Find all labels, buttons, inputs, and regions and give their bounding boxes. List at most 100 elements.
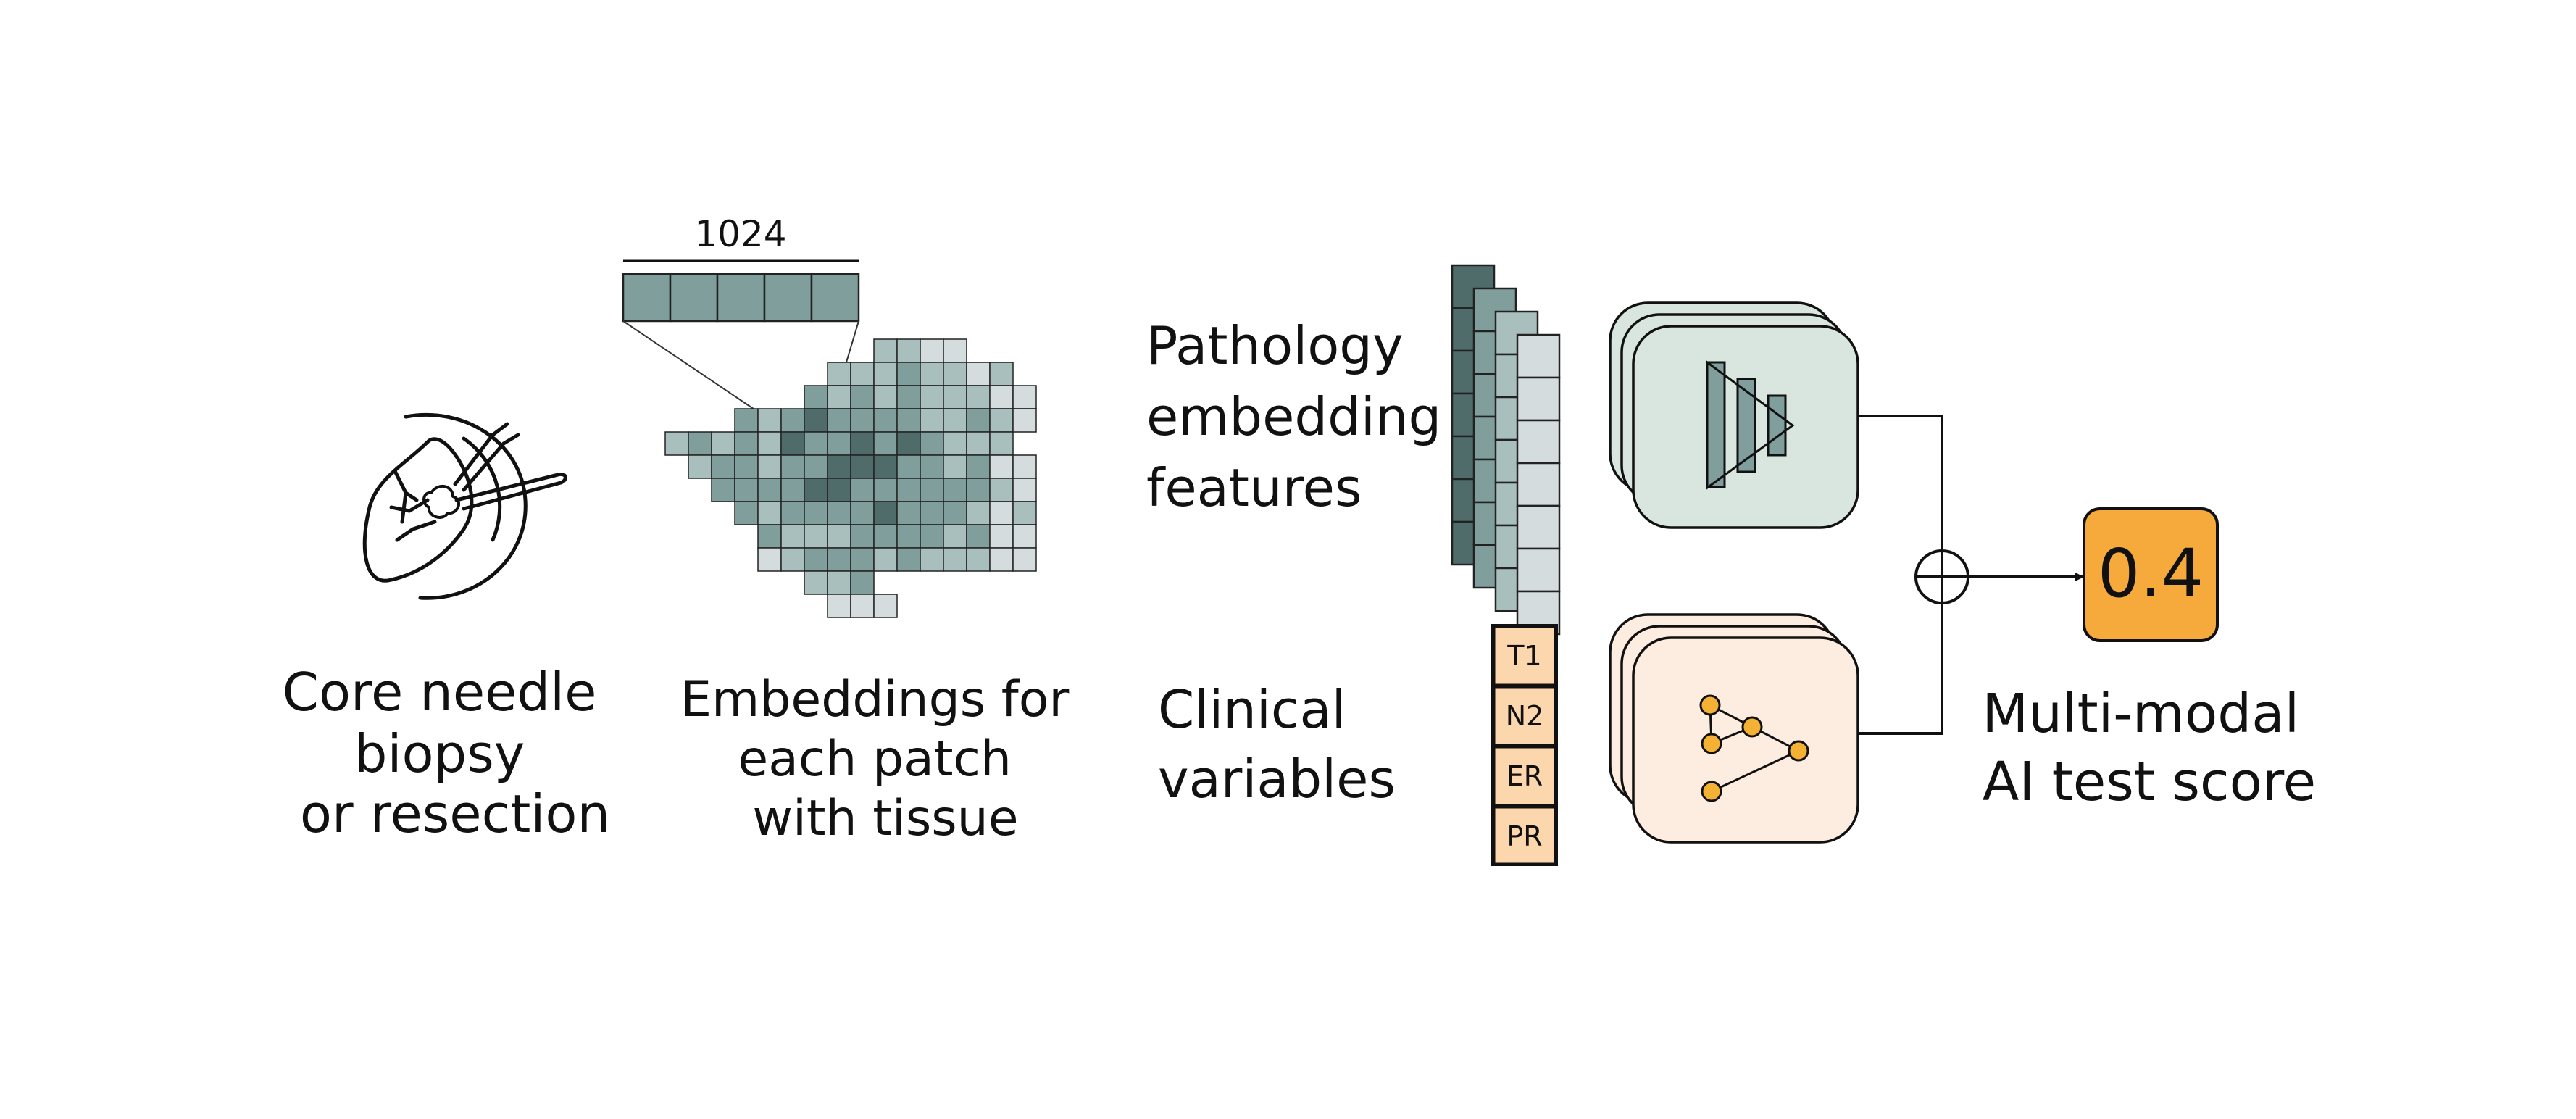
patch-cell <box>920 478 944 502</box>
patch-cell <box>780 431 805 456</box>
pathology-connector <box>1858 415 1943 552</box>
vector-cell <box>763 273 813 323</box>
patch-cell <box>989 408 1014 433</box>
patch-cell <box>757 524 782 549</box>
patch-cell <box>780 501 805 525</box>
patch-cell <box>757 431 782 456</box>
clinical-label-line-2: variables <box>1158 749 1396 810</box>
patch-cell <box>966 524 991 549</box>
patch-cell <box>989 454 1014 479</box>
patch-cell <box>827 362 851 386</box>
biopsy-icon <box>362 412 567 600</box>
patch-cell <box>734 408 759 433</box>
patch-cell <box>1012 547 1037 572</box>
patch-mosaic <box>664 338 1037 618</box>
patch-cell <box>827 454 851 479</box>
patch-cell <box>850 570 875 595</box>
svg-text:T1: T1 <box>1506 640 1541 672</box>
embedding-feature-cell <box>1516 419 1561 465</box>
patch-cell <box>873 524 898 549</box>
patch-cell <box>850 454 875 479</box>
fusion-connectors <box>1858 415 2084 735</box>
patch-cell <box>734 478 759 502</box>
patch-cell <box>920 362 944 386</box>
patch-cell <box>896 338 921 363</box>
patch-cell <box>943 385 967 409</box>
patch-cell <box>966 501 991 525</box>
patch-cell <box>804 408 828 433</box>
patch-cell <box>920 524 944 549</box>
patch-cell <box>943 362 967 386</box>
patch-cell <box>966 408 991 433</box>
patch-cell <box>1012 478 1037 502</box>
vector-cells <box>622 273 860 323</box>
patch-cell <box>989 362 1014 386</box>
patch-cell <box>873 338 898 363</box>
patch-cell <box>780 547 805 572</box>
patch-cell <box>827 408 851 433</box>
patch-cell <box>896 524 921 549</box>
patch-cell <box>850 524 875 549</box>
output-label-line-2: AI test score <box>1983 751 2316 813</box>
patch-cell <box>1012 501 1037 525</box>
patch-cell <box>896 478 921 502</box>
pathology-embedding-stack <box>1451 264 1561 636</box>
patch-cell <box>920 385 944 409</box>
patch-cell <box>943 408 967 433</box>
patch-cell <box>966 478 991 502</box>
patch-cell <box>850 478 875 502</box>
patch-cell <box>757 478 782 502</box>
vector-cell <box>810 273 860 323</box>
pathology-label-line-2: embedding <box>1146 386 1441 447</box>
patch-cell <box>1012 408 1037 433</box>
patch-cell <box>920 547 944 572</box>
patch-cell <box>896 385 921 409</box>
patch-cell <box>711 431 735 456</box>
patch-cell <box>688 431 712 456</box>
patch-cell <box>943 547 967 572</box>
patch-cell <box>989 431 1014 456</box>
patch-cell <box>943 454 967 479</box>
clinical-label-line-1: Clinical <box>1158 679 1346 740</box>
patch-cell <box>943 524 967 549</box>
patch-cell <box>873 431 898 456</box>
patch-cell <box>920 338 944 363</box>
patch-cell <box>896 454 921 479</box>
patch-cell <box>804 431 828 456</box>
patch-cell <box>850 547 875 572</box>
embeddings-label-line-2: each patch <box>738 731 1012 788</box>
patch-cell <box>734 431 759 456</box>
patch-cell <box>966 362 991 386</box>
patch-cell <box>850 594 875 618</box>
patch-cell <box>989 501 1014 525</box>
pathology-label-line-3: features <box>1146 457 1362 518</box>
patch-cell <box>966 454 991 479</box>
embedding-feature-cell <box>1516 333 1561 379</box>
patch-cell <box>989 385 1014 409</box>
patch-cell <box>850 362 875 386</box>
embedding-feature-cell <box>1516 547 1561 593</box>
patch-cell <box>711 478 735 502</box>
patch-cell <box>873 408 898 433</box>
embeddings-label-line-1: Embeddings for <box>680 671 1069 728</box>
patch-cell <box>1012 454 1037 479</box>
patch-cell <box>873 454 898 479</box>
svg-text:PR: PR <box>1506 820 1542 852</box>
patch-cell <box>896 501 921 525</box>
patch-cell <box>664 431 689 456</box>
patch-cell <box>804 524 828 549</box>
patch-cell <box>827 524 851 549</box>
patch-cell <box>920 454 944 479</box>
patch-cell <box>896 547 921 572</box>
output-label-line-1: Multi-modal <box>1982 683 2299 745</box>
patch-cell <box>804 454 828 479</box>
patch-cell <box>989 547 1014 572</box>
patch-cell <box>827 594 851 618</box>
embedding-feature-cell <box>1516 504 1561 550</box>
patch-cell <box>850 431 875 456</box>
patch-cell <box>989 478 1014 502</box>
clinical-variables-column: T1 N2 ER PR <box>1491 624 1558 866</box>
clinical-variable-n2: N2 <box>1493 686 1556 746</box>
svg-text:ER: ER <box>1506 760 1543 792</box>
clinical-connector <box>1858 604 1943 735</box>
